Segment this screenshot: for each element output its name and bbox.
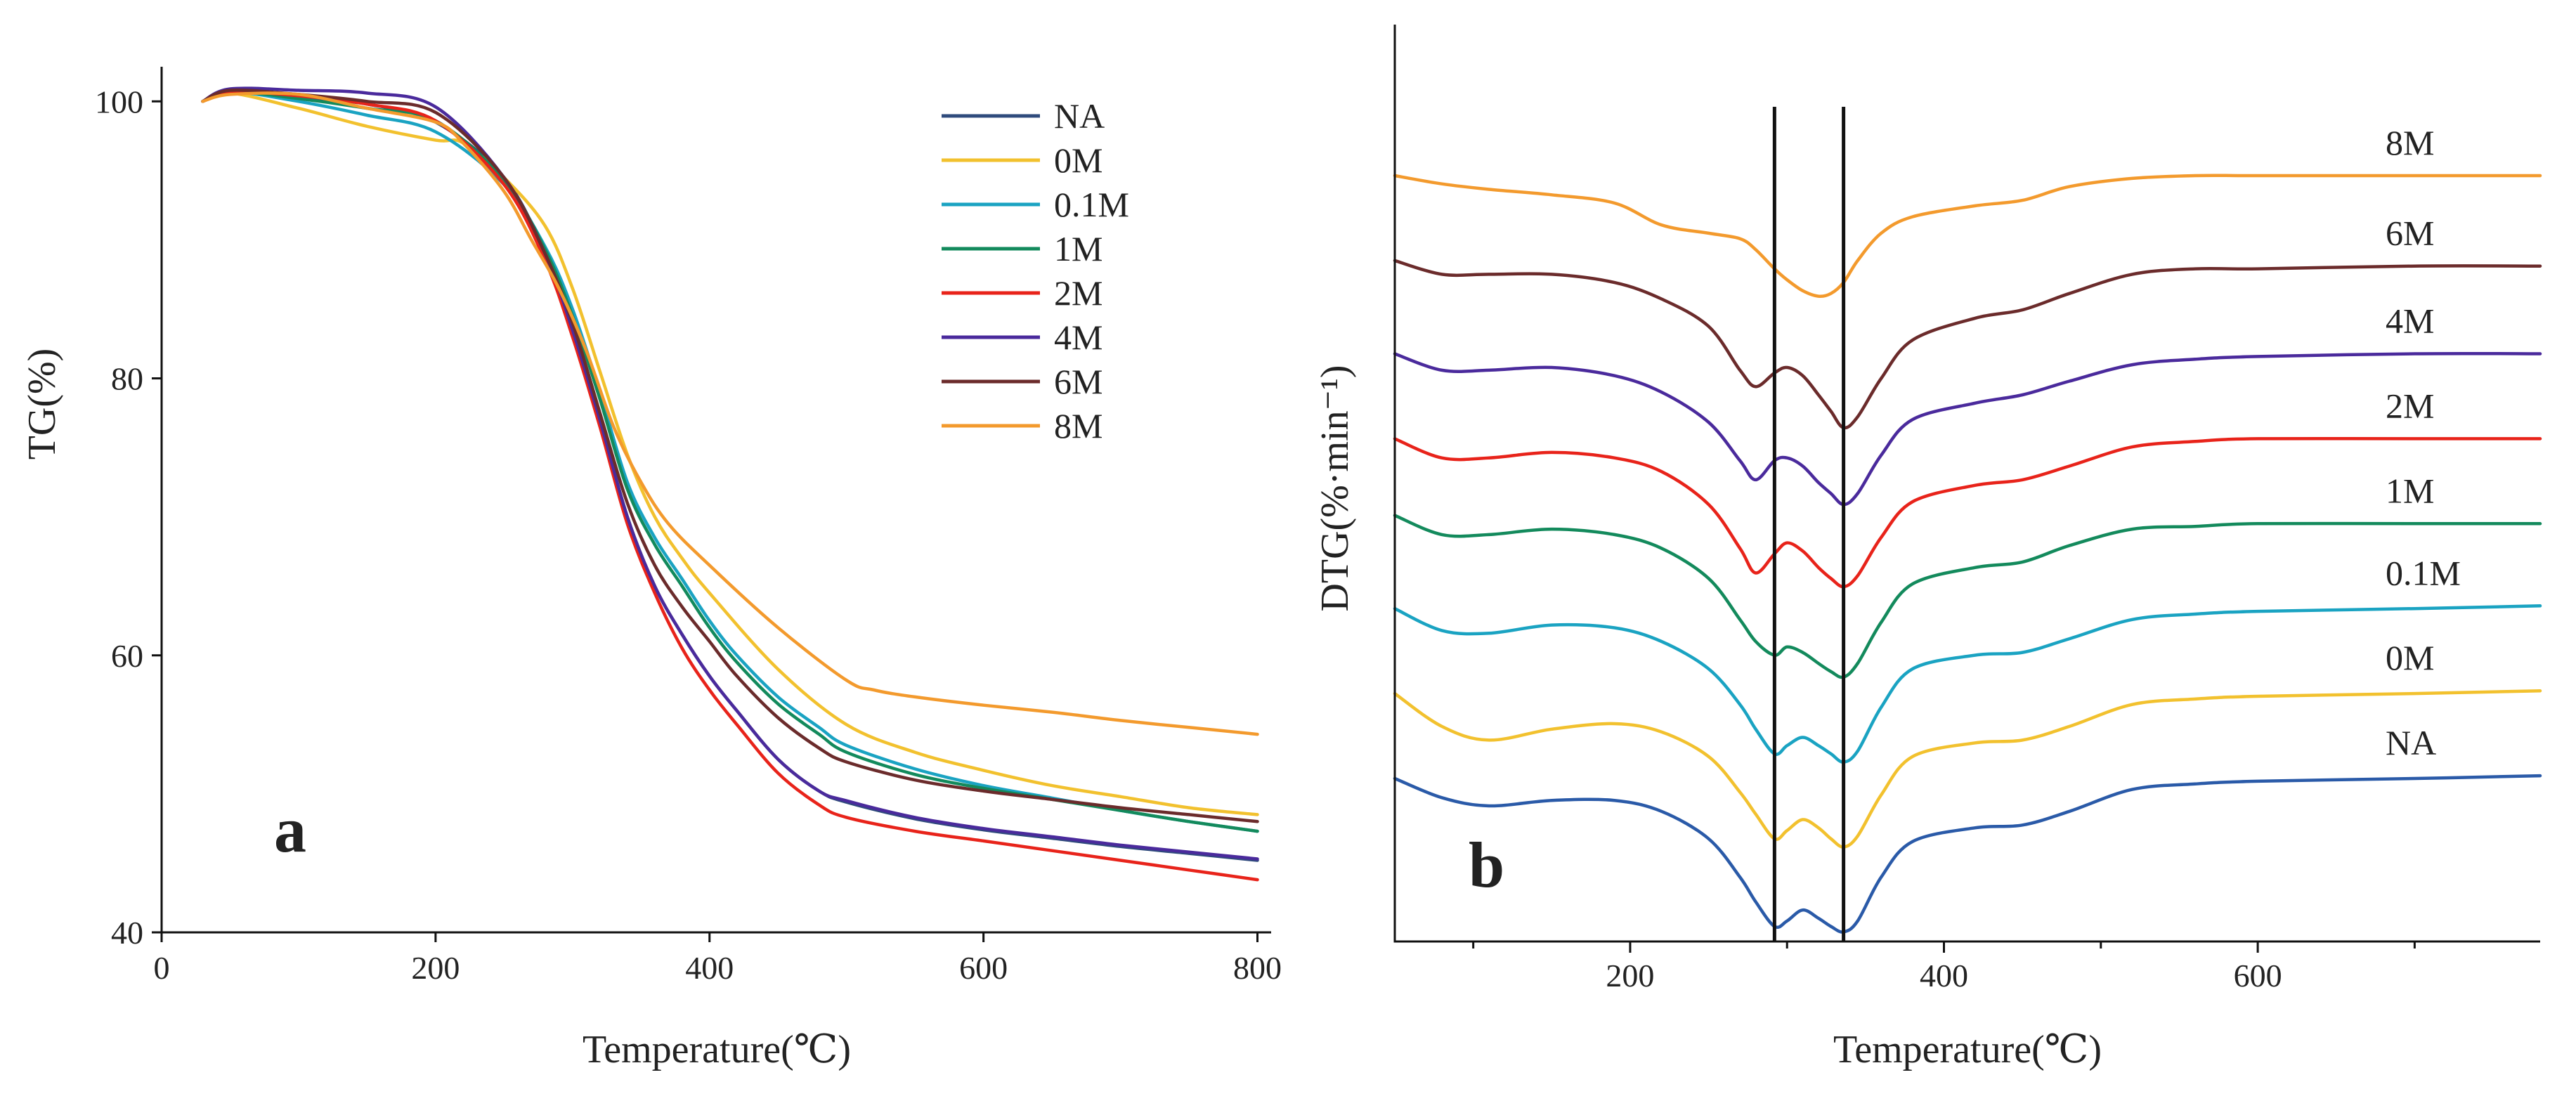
panel-a-y-tick-label: 80 <box>111 361 143 397</box>
panel-b-x-axis-title: Temperature(℃) <box>1833 1028 2102 1071</box>
panel-b-x-ticks: 200 400 600 <box>1472 941 2416 993</box>
panel-b-label-6m: 6M <box>2386 214 2434 253</box>
panel-a-line-8m <box>201 91 1259 736</box>
panel-a-series-lines <box>201 86 1259 882</box>
panel-a-legend-label-0-1m: 0.1M <box>1054 185 1129 224</box>
panel-a-label: a <box>274 794 306 866</box>
panel-a-y-tick-label: 100 <box>95 84 143 119</box>
panel-b-line-na <box>1393 774 2542 934</box>
panel-a-y-axis-title: TG(%) <box>20 348 64 460</box>
panel-a-legend-label-2m: 2M <box>1054 273 1102 313</box>
panel-b-label-na: NA <box>2386 723 2436 762</box>
panel-a-legend-label-1m: 1M <box>1054 229 1102 268</box>
panel-b-label-0-1m: 0.1M <box>2386 553 2461 592</box>
panel-a-x-tick-label: 200 <box>411 950 460 986</box>
panel-b-label-2m: 2M <box>2386 386 2434 425</box>
panel-b-line-0m <box>1393 689 2542 849</box>
panel-a-legend: NA 0M 0.1M 1M 2M 4M 6M 8M <box>942 96 1129 445</box>
panel-a-y-tick-label: 60 <box>111 638 143 674</box>
panel-b-line-0-1m <box>1393 604 2542 764</box>
panel-b-dtg-chart: 200 400 600 NA 0M 0.1M 1M 2M 4M 6M 8M Temperature… <box>1313 25 2542 1071</box>
panel-b-label-1m: 1M <box>2386 471 2434 510</box>
panel-b-series-labels: NA 0M 0.1M 1M 2M 4M 6M 8M <box>2386 123 2461 762</box>
panel-a-tg-chart: 0 200 400 600 800 40 60 80 100 Temperature(℃) T… <box>20 67 1282 1071</box>
panel-a-line-4m <box>201 86 1259 861</box>
panel-a-legend-label-4m: 4M <box>1054 318 1102 357</box>
panel-b-axes-frame <box>1393 25 2540 943</box>
panel-b-x-tick-label: 200 <box>1606 958 1654 993</box>
panel-b-label-8m: 8M <box>2386 123 2434 162</box>
panel-a-x-ticks: 0 200 400 600 800 <box>154 932 1282 986</box>
panel-a-legend-label-8m: 8M <box>1054 406 1102 445</box>
panel-b-label-4m: 4M <box>2386 301 2434 341</box>
panel-a-line-0-1m <box>201 90 1259 833</box>
panel-a-x-axis-title: Temperature(℃) <box>583 1028 851 1071</box>
panel-a-x-tick-label: 600 <box>959 950 1008 986</box>
panel-a-line-2m <box>201 90 1259 882</box>
panel-b-series-lines <box>1393 174 2542 934</box>
panel-b-line-4m <box>1393 351 2542 507</box>
panel-a-x-tick-label: 400 <box>685 950 734 986</box>
panel-b-y-axis-title: DTG(%·min⁻¹) <box>1313 365 1357 611</box>
panel-a-x-tick-label: 800 <box>1233 950 1282 986</box>
panel-b-reference-lines <box>1772 107 1846 941</box>
panel-b-x-tick-label: 600 <box>2234 958 2282 993</box>
panel-a-y-ticks: 40 60 80 100 <box>95 84 162 951</box>
panel-b-line-8m <box>1393 174 2542 299</box>
panel-a-y-tick-label: 40 <box>111 915 143 951</box>
panel-a-x-tick-label: 0 <box>154 950 170 986</box>
panel-b-line-6m <box>1393 259 2542 430</box>
panel-a-legend-label-na: NA <box>1054 96 1105 136</box>
panel-a-legend-label-6m: 6M <box>1054 362 1102 401</box>
panel-b-line-1m <box>1393 514 2542 679</box>
panel-b-label: b <box>1469 829 1504 901</box>
panel-a-line-0m <box>201 91 1259 816</box>
panel-b-x-tick-label: 400 <box>1920 958 1968 993</box>
panel-b-label-0m: 0M <box>2386 638 2434 677</box>
panel-a-legend-label-0m: 0M <box>1054 141 1102 180</box>
panel-a-line-6m <box>201 88 1259 823</box>
panel-b-line-2m <box>1393 436 2542 589</box>
